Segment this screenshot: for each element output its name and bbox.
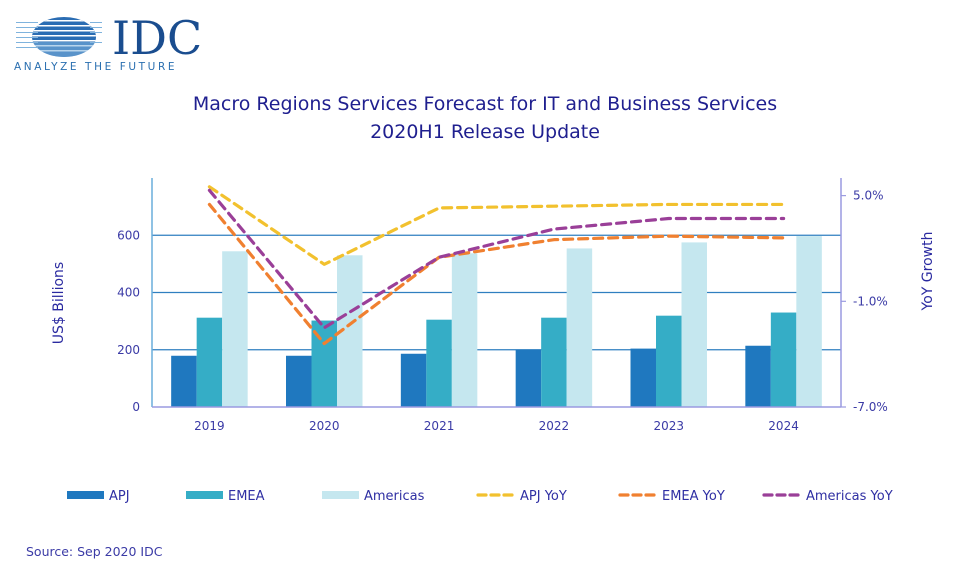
legend-label: EMEA YoY <box>662 489 725 504</box>
bar-americas <box>222 251 248 407</box>
y-axis-title: US$ Billions <box>51 262 67 344</box>
legend-swatch <box>67 491 104 499</box>
bar-americas <box>681 242 707 407</box>
yoy-lines <box>207 185 786 346</box>
y-tick-label: 600 <box>117 228 140 242</box>
bars <box>171 236 822 407</box>
legend-label: Americas <box>364 489 425 504</box>
bar-apj <box>515 349 542 407</box>
chart-title: Macro Regions Services Forecast for IT a… <box>193 93 777 115</box>
x-tick-label: 2021 <box>424 419 455 433</box>
x-tick-label: 2022 <box>539 419 570 433</box>
logo-tagline-text: ANALYZE THE FUTURE <box>14 61 177 73</box>
bar-americas <box>451 253 478 407</box>
bar-emea <box>770 312 797 407</box>
legend-label: APJ YoY <box>520 489 567 504</box>
bar-apj <box>286 355 312 407</box>
right-axis-ticks: -7.0% -1.0% 5.0% <box>841 189 888 414</box>
bar-apj <box>630 348 656 407</box>
legend-label: Americas YoY <box>806 489 893 504</box>
bar-emea <box>196 317 223 407</box>
bar-apj <box>171 355 197 407</box>
y2-tick-label: 5.0% <box>853 189 884 203</box>
y2-axis-title: YoY Growth <box>920 232 936 312</box>
legend: APJ EMEA Americas APJ YoY EMEA YoY Americas Y… <box>67 489 893 504</box>
x-tick-label: 2020 <box>309 419 340 433</box>
legend-item-emea-yoy: EMEA YoY <box>618 489 725 504</box>
y2-tick-label: -1.0% <box>853 294 888 308</box>
bar-apj <box>745 345 771 407</box>
source-note: Source: Sep 2020 IDC <box>26 544 163 559</box>
legend-label: APJ <box>109 489 130 504</box>
y2-tick-label: -7.0% <box>853 400 888 414</box>
legend-item-americas: Americas <box>322 489 425 504</box>
bar-americas <box>566 248 593 407</box>
bar-emea <box>541 317 567 407</box>
gridlines <box>152 234 841 351</box>
chart-subtitle: 2020H1 Release Update <box>370 121 600 143</box>
bar-apj <box>400 353 427 407</box>
legend-swatch <box>322 491 359 499</box>
legend-label: EMEA <box>228 489 265 504</box>
line-emea-yoy <box>207 202 786 346</box>
line-americas-yoy <box>207 188 786 330</box>
left-axis-ticks: 0 200 400 600 <box>117 228 140 414</box>
idc-logo: IDC ANALYZE THE FUTURE <box>14 12 202 73</box>
legend-item-emea: EMEA <box>186 489 265 504</box>
line-apj-yoy <box>207 185 786 266</box>
axes <box>151 178 842 408</box>
logo-brand-text: IDC <box>112 12 202 65</box>
legend-item-apj: APJ <box>67 489 130 504</box>
legend-swatch <box>186 491 223 499</box>
y-tick-label: 200 <box>117 343 140 357</box>
x-tick-label: 2023 <box>653 419 684 433</box>
globe-icon <box>16 17 102 57</box>
x-tick-label: 2024 <box>768 419 799 433</box>
y-tick-label: 0 <box>132 400 140 414</box>
y-tick-label: 400 <box>117 286 140 300</box>
legend-item-apj-yoy: APJ YoY <box>476 489 567 504</box>
legend-item-americas-yoy: Americas YoY <box>762 489 893 504</box>
x-axis-ticks: 2019 2020 2021 2022 2023 2024 <box>194 419 799 433</box>
x-tick-label: 2019 <box>194 419 225 433</box>
bar-emea <box>656 315 682 407</box>
bar-emea <box>426 319 452 407</box>
bar-americas <box>796 236 822 407</box>
